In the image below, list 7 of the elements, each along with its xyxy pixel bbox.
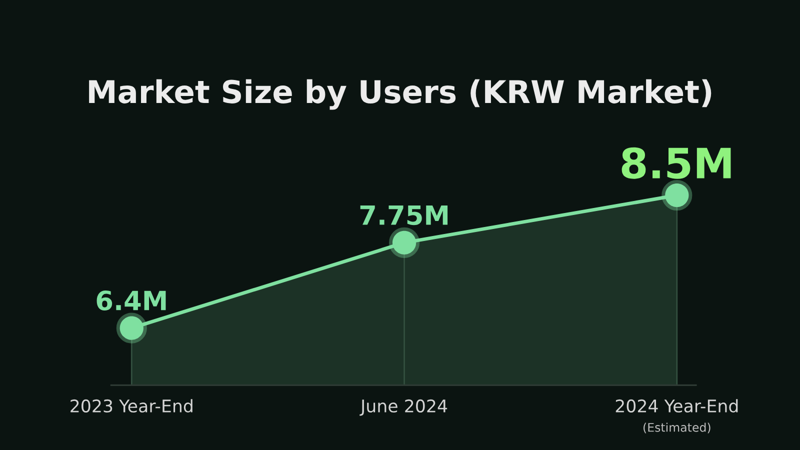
- x-tick-label: 2023 Year-End: [70, 399, 192, 413]
- chart-title: Market Size by Users (KRW Market): [89, 79, 712, 110]
- x-tick-label: June 2024: [360, 399, 448, 416]
- x-tick-label: 2024 Year-End (Estimated): [616, 399, 738, 434]
- data-label: 7.75M: [360, 205, 448, 226]
- data-label: 6.4M: [96, 290, 166, 310]
- data-label: 8.5M: [622, 147, 731, 179]
